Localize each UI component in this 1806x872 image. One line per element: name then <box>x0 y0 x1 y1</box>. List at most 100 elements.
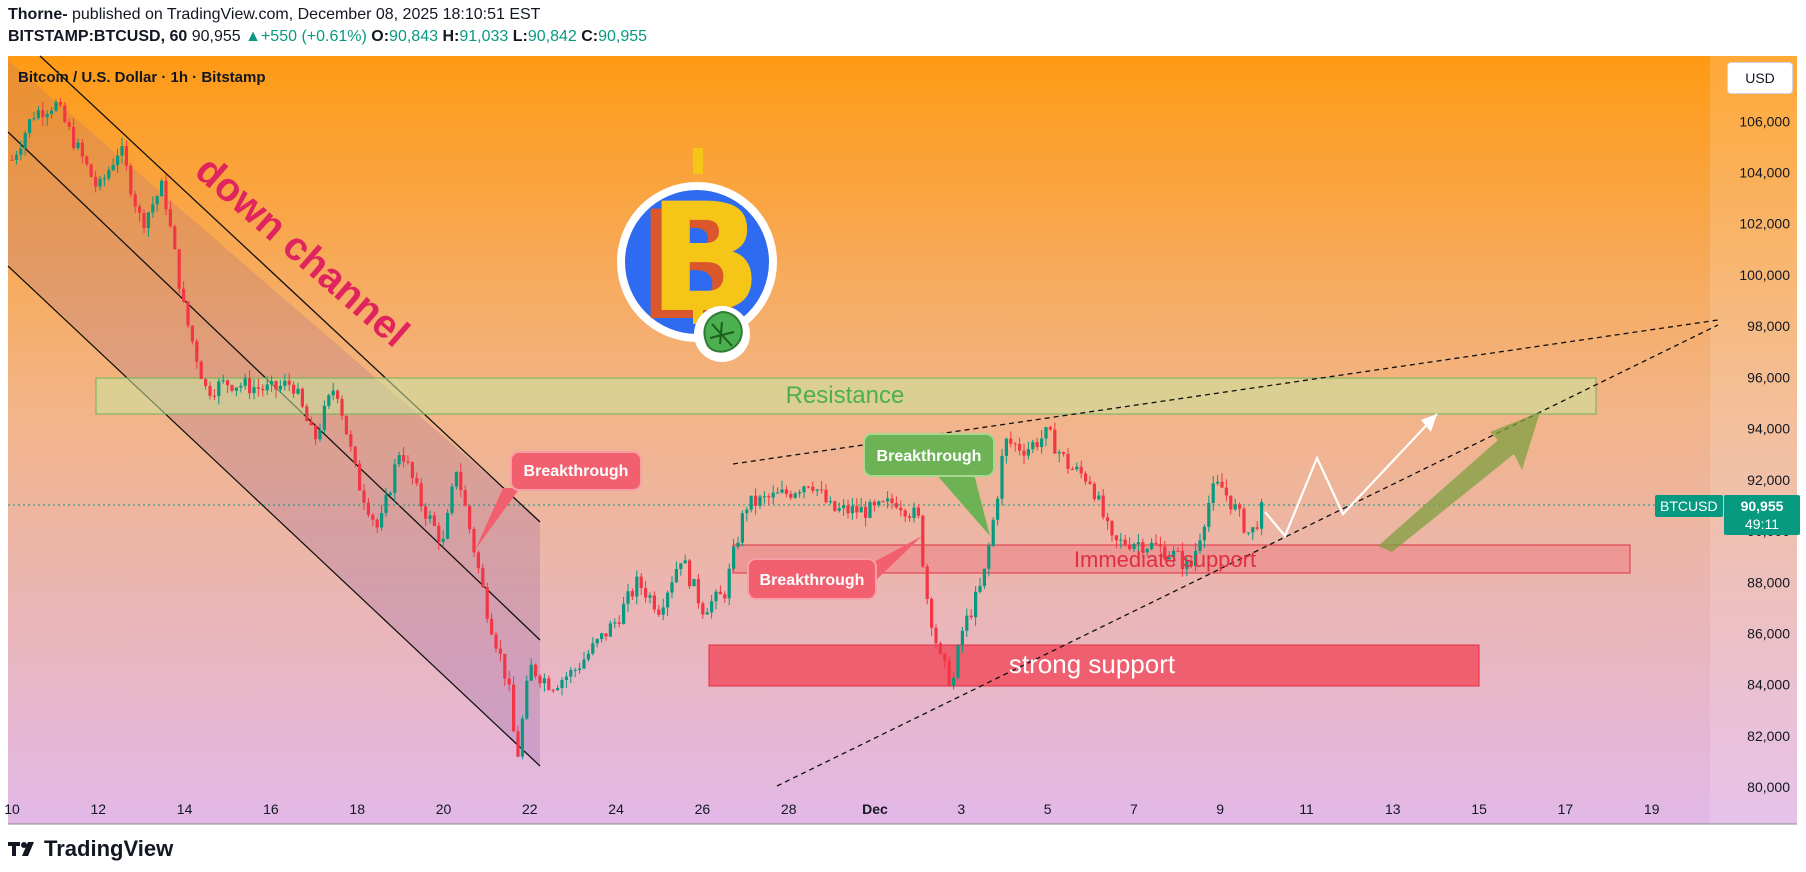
candle-body <box>256 387 260 389</box>
candle-body <box>648 595 652 598</box>
price-axis[interactable]: 106,000 104,000 102,000 100,000 98,000 96,000… <box>1739 113 1790 795</box>
candle-body <box>696 579 700 604</box>
candle-body <box>116 155 120 166</box>
open-label: O: <box>371 28 390 45</box>
time-tick-label: 19 <box>1644 801 1660 817</box>
candle-body <box>406 461 410 463</box>
candle-body <box>349 434 353 447</box>
candle-body <box>912 507 916 518</box>
candle-body <box>855 506 859 513</box>
candle-body <box>14 154 18 160</box>
candle-body <box>133 194 137 207</box>
candle-body <box>287 380 291 385</box>
time-tick-label: Dec <box>862 801 888 817</box>
candle-body <box>745 509 749 514</box>
low-value: 90,842 <box>527 28 577 45</box>
candle-body <box>1084 473 1088 482</box>
time-tick-label: 22 <box>522 801 538 817</box>
immediate-support-label: Immediate support <box>1074 547 1256 572</box>
candle-body <box>622 603 626 624</box>
candle-body <box>353 446 357 464</box>
candle-body <box>265 384 269 391</box>
candle-body <box>402 455 406 462</box>
candle-body <box>569 670 573 677</box>
target-arrow <box>1378 412 1540 552</box>
candle-body <box>644 588 648 598</box>
candle-body <box>965 615 969 631</box>
candle-body <box>450 486 454 514</box>
candle-body <box>639 576 643 589</box>
author-name[interactable]: Thorne- <box>8 6 68 23</box>
candle-body <box>613 622 617 624</box>
candle-body <box>1004 438 1008 456</box>
candle-body <box>177 249 181 289</box>
candle-body <box>595 639 599 644</box>
candle-body <box>573 669 577 671</box>
candle-body <box>591 643 595 654</box>
price-tick-label: 82,000 <box>1747 728 1790 744</box>
candle-body <box>806 486 810 488</box>
candle-body <box>674 569 678 583</box>
candle-body <box>925 566 929 600</box>
breakthrough-callout-1: Breakthrough <box>475 451 642 550</box>
price-tick-label: 88,000 <box>1747 574 1790 590</box>
candle-body <box>432 515 436 526</box>
candle-body <box>947 660 951 686</box>
candle-body <box>771 492 775 498</box>
candle-body <box>397 455 401 465</box>
low-label: L: <box>512 28 528 45</box>
candle-body <box>982 568 986 586</box>
candle-body <box>582 659 586 669</box>
candle-body <box>974 591 978 618</box>
candle-body <box>1132 544 1136 549</box>
candle-body <box>635 576 639 597</box>
time-tick-label: 16 <box>263 801 279 817</box>
candle-body <box>578 668 582 670</box>
candle-body <box>252 387 256 394</box>
candle-body <box>89 164 93 178</box>
candle-body <box>1242 508 1246 533</box>
ohlc-header: BITSTAMP:BTCUSD, 60 90,955 ▲+550 (+0.61%… <box>8 28 647 46</box>
price-tick-label: 100,000 <box>1739 267 1790 283</box>
candle-body <box>366 502 370 515</box>
candle-body <box>424 506 428 519</box>
candle-body <box>1075 466 1079 470</box>
candle-body <box>419 483 423 507</box>
candle-body <box>1216 481 1220 484</box>
candle-body <box>318 429 322 440</box>
candle-body <box>300 388 304 407</box>
candle-body <box>683 560 687 564</box>
candle-body <box>1114 535 1118 541</box>
candle-body <box>314 425 318 440</box>
price-tick-label: 86,000 <box>1747 626 1790 642</box>
tradingview-footer[interactable]: TradingView <box>8 836 173 862</box>
candle-body <box>679 563 683 570</box>
candle-body <box>529 664 533 681</box>
price-tick-label: 84,000 <box>1747 677 1790 693</box>
strong-support-zone <box>708 644 1480 687</box>
time-tick-label: 3 <box>957 801 965 817</box>
candle-body <box>270 381 274 385</box>
candle-body <box>1141 542 1145 553</box>
currency-button[interactable]: USD <box>1727 62 1793 94</box>
candle-body <box>1154 542 1158 545</box>
time-axis[interactable]: 10 12 14 16 18 20 22 24 26 28 Dec 3 5 7 9 11 13 15 17 19 <box>4 801 1659 817</box>
candle-body <box>221 380 225 382</box>
candle-body <box>142 212 146 229</box>
candle-body <box>793 493 797 498</box>
candle-body <box>626 591 630 604</box>
price-chart[interactable]: Breakthrough Breakthrough Breakthrough R… <box>0 52 1806 828</box>
candle-body <box>1123 539 1127 546</box>
candle-body <box>1233 504 1237 510</box>
candle-body <box>107 170 111 179</box>
candle-body <box>1088 481 1092 484</box>
candle-body <box>701 603 705 615</box>
open-value: 90,843 <box>389 28 438 45</box>
candle-body <box>1009 438 1013 444</box>
candle-body <box>45 113 49 118</box>
candle-body <box>296 388 300 394</box>
candle-body <box>468 505 472 530</box>
candle-body <box>454 471 458 487</box>
candle-body <box>388 492 392 495</box>
candle-body <box>960 630 964 646</box>
